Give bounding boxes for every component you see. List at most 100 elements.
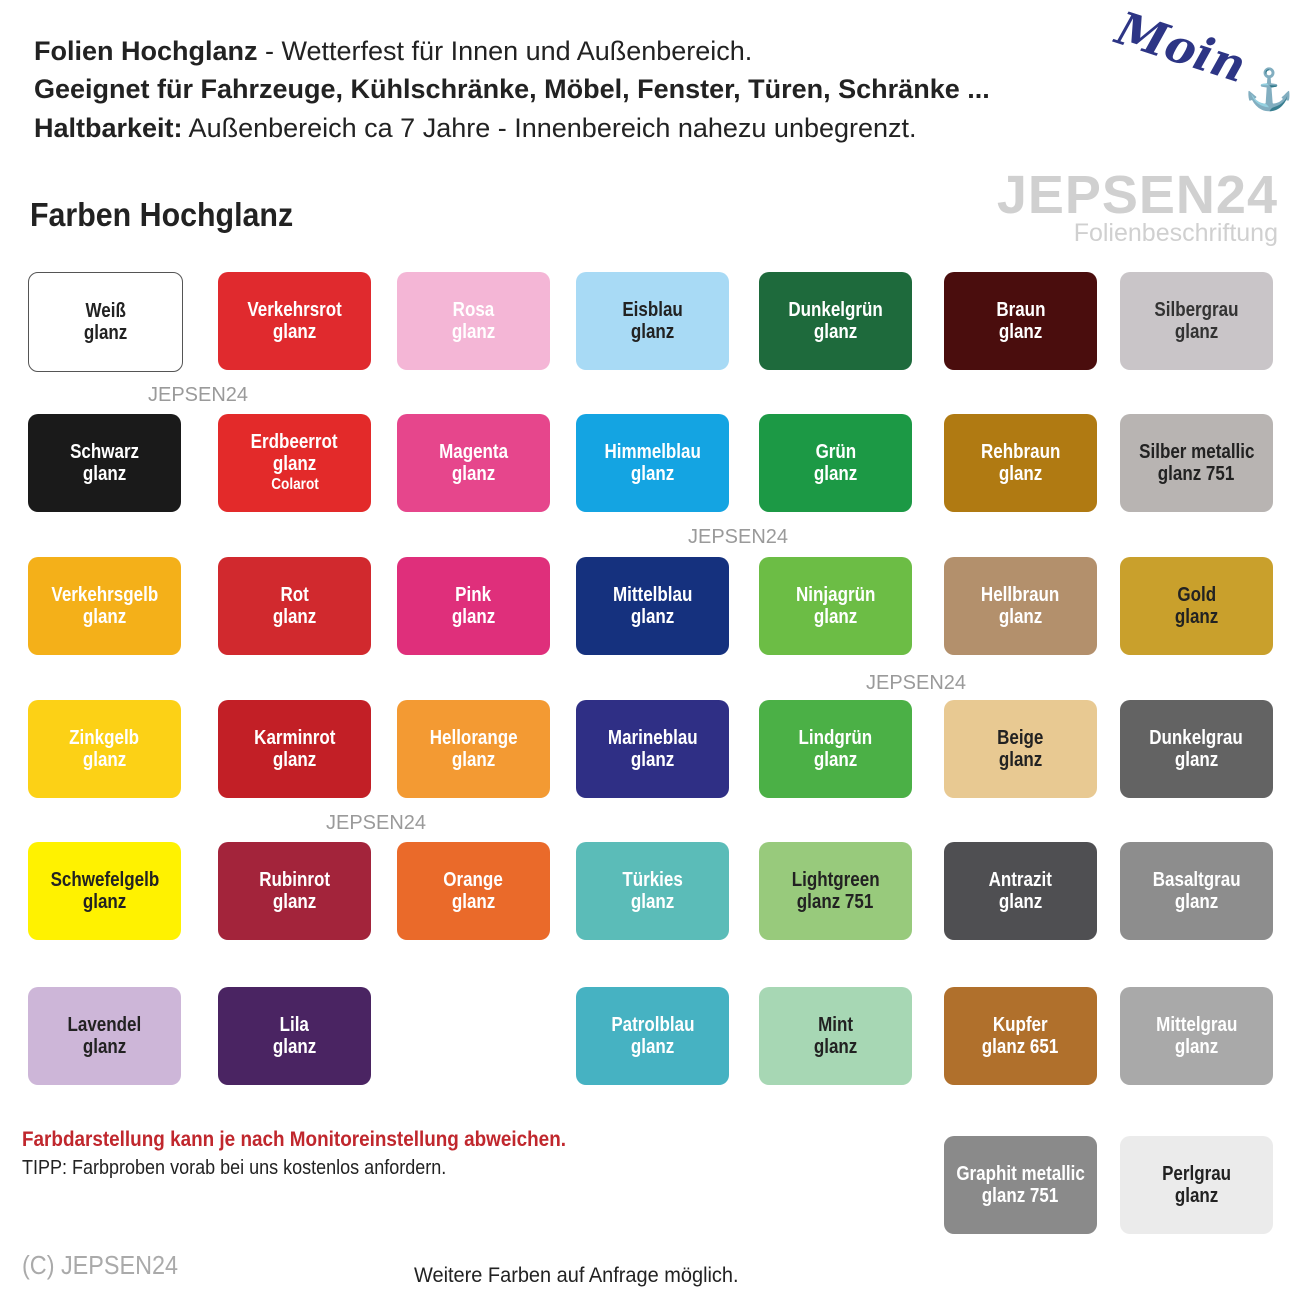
swatch-label: glanz (1174, 321, 1219, 343)
header-line-1-rest: - Wetterfest für Innen und Außenbereich. (257, 36, 753, 66)
header-line-1-bold: Folien Hochglanz (34, 36, 258, 66)
swatch-label: glanz (1174, 749, 1219, 771)
swatch-label: glanz 751 (982, 1185, 1059, 1207)
color-swatch-rot: Rot glanz (218, 557, 371, 655)
watermark: JEPSEN24 (148, 384, 249, 406)
swatch-label: Mittelblau (612, 584, 693, 606)
swatch-label: Mint (818, 1014, 853, 1036)
color-swatch-verkehrsgelb: Verkehrsgelb glanz (28, 557, 181, 655)
swatch-label: glanz (451, 749, 496, 771)
color-swatch-verkehrsrot: Verkehrsrot glanz (218, 272, 371, 370)
swatch-label: Hellorange (429, 727, 518, 749)
swatch-label: Braun (995, 299, 1046, 321)
color-swatch-pink: Pink glanz (397, 557, 550, 655)
tip-text: TIPP: Farbproben vorab bei uns kostenlos… (22, 1157, 447, 1179)
color-swatch-schwarz: Schwarz glanz (28, 414, 181, 512)
color-swatch-kupfer: Kupfer glanz 651 (944, 987, 1097, 1085)
color-swatch-lila: Lila glanz (218, 987, 371, 1085)
swatch-label: Marineblau (607, 727, 698, 749)
swatch-label: Silbergrau (1154, 299, 1239, 321)
swatch-label: Mittelgrau (1155, 1014, 1238, 1036)
brand-subtitle: Folienbeschriftung (1073, 219, 1278, 247)
color-swatch-lindgrün: Lindgrün glanz (759, 700, 912, 798)
swatch-label: Beige (997, 727, 1044, 749)
swatch-label: Colarot (270, 476, 319, 493)
swatch-label: glanz (813, 606, 858, 628)
swatch-label: glanz (813, 1036, 858, 1058)
swatch-label: glanz (630, 606, 675, 628)
swatch-label: Silber metallic (1138, 441, 1255, 463)
swatch-label: glanz (272, 606, 317, 628)
swatch-label: glanz (630, 463, 675, 485)
header-line-3-rest: Außenbereich ca 7 Jahre - Innenbereich n… (182, 113, 917, 143)
swatch-label: glanz (998, 606, 1043, 628)
swatch-label: Ninjagrün (795, 584, 876, 606)
color-swatch-perlgrau: Perlgrau glanz (1120, 1136, 1273, 1234)
swatch-label: Verkehrsrot (247, 299, 342, 321)
more-colors-note: Weitere Farben auf Anfrage möglich. (414, 1264, 739, 1287)
watermark: JEPSEN24 (688, 526, 789, 548)
swatch-label: Rot (280, 584, 309, 606)
swatch-label: glanz 751 (797, 891, 874, 913)
color-swatch-graphit-metallic: Graphit metallic glanz 751 (944, 1136, 1097, 1234)
header-line-2: Geeignet für Fahrzeuge, Kühlschränke, Mö… (34, 74, 990, 104)
color-swatch-mint: Mint glanz (759, 987, 912, 1085)
swatch-label: Magenta (439, 441, 508, 463)
swatch-label: Himmelblau (604, 441, 701, 463)
swatch-label: Rubinrot (259, 869, 330, 891)
brand-name: JEPSEN24 (996, 165, 1278, 225)
swatch-label: glanz (451, 606, 496, 628)
swatch-label: glanz (451, 321, 496, 343)
swatch-label: glanz (813, 321, 858, 343)
color-swatch-zinkgelb: Zinkgelb glanz (28, 700, 181, 798)
swatch-label: Hellbraun (981, 584, 1060, 606)
swatch-label: Lightgreen (791, 869, 880, 891)
swatch-label: glanz (998, 891, 1043, 913)
swatch-label: glanz (630, 891, 675, 913)
swatch-label: glanz (813, 463, 858, 485)
color-swatch-schwefelgelb: Schwefelgelb glanz (28, 842, 181, 940)
swatch-label: glanz (1174, 1036, 1219, 1058)
swatch-label: Dunkelgrau (1149, 727, 1244, 749)
swatch-label: glanz (272, 1036, 317, 1058)
color-swatch-karminrot: Karminrot glanz (218, 700, 371, 798)
swatch-label: Lavendel (67, 1014, 142, 1036)
color-swatch-marineblau: Marineblau glanz (576, 700, 729, 798)
swatch-label: Lindgrün (798, 727, 873, 749)
swatch-label: glanz (451, 463, 496, 485)
header-line-1: Folien Hochglanz - Wetterfest für Innen … (34, 36, 752, 67)
swatch-label: glanz (272, 453, 317, 475)
swatch-label: glanz (998, 321, 1043, 343)
swatch-label: glanz (630, 321, 675, 343)
watermark: JEPSEN24 (866, 672, 967, 694)
swatch-label: glanz (82, 463, 127, 485)
swatch-label: Karminrot (253, 727, 336, 749)
swatch-label: Dunkelgrün (788, 299, 883, 321)
color-swatch-mittelblau: Mittelblau glanz (576, 557, 729, 655)
swatch-label: Verkehrsgelb (51, 584, 158, 606)
brand-logo: JEPSEN24 Folienbeschriftung (996, 165, 1278, 247)
color-swatch-ninjagrün: Ninjagrün glanz (759, 557, 912, 655)
color-swatch-magenta: Magenta glanz (397, 414, 550, 512)
swatch-label: Gold (1177, 584, 1216, 606)
swatch-label: Orange (443, 869, 504, 891)
swatch-label: glanz (82, 606, 127, 628)
copyright: (C) JEPSEN24 (22, 1250, 179, 1280)
swatch-label: Weiß (85, 300, 126, 322)
swatch-label: Erdbeerrot (251, 431, 338, 453)
color-swatch-eisblau: Eisblau glanz (576, 272, 729, 370)
anchor-icon: ⚓ (1244, 68, 1294, 112)
color-warning: Farbdarstellung kann je nach Monitoreins… (22, 1128, 566, 1151)
swatch-label: Pink (455, 584, 492, 606)
swatch-label: glanz (630, 1036, 675, 1058)
swatch-label: glanz (451, 891, 496, 913)
watermark: JEPSEN24 (326, 812, 427, 834)
swatch-label: glanz (82, 1036, 127, 1058)
color-swatch-dunkelgrau: Dunkelgrau glanz (1120, 700, 1273, 798)
color-swatch-patrolblau: Patrolblau glanz (576, 987, 729, 1085)
swatch-label: Lila (279, 1014, 310, 1036)
color-swatch-mittelgrau: Mittelgrau glanz (1120, 987, 1273, 1085)
swatch-label: Schwefelgelb (50, 869, 159, 891)
swatch-label: glanz (1174, 606, 1219, 628)
